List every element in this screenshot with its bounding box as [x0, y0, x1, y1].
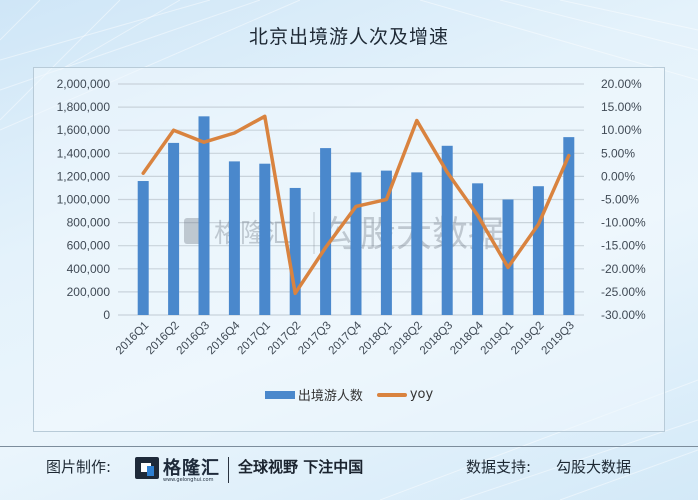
svg-text:格隆汇: 格隆汇 [214, 219, 292, 249]
right-axis-tick: 15.00% [601, 100, 642, 114]
brand-slogan: 全球视野 下注中国 [238, 458, 364, 476]
x-axis-tick: 2019Q1 [479, 320, 516, 357]
left-axis-tick: 800,000 [67, 216, 111, 230]
legend-bar-label: 出境游人数 [297, 389, 363, 404]
x-axis-tick: 2019Q2 [509, 320, 546, 357]
left-axis-tick: 1,800,000 [57, 100, 111, 114]
bar-series [137, 116, 575, 316]
brand-logo-icon [135, 457, 159, 479]
left-axis-tick: 400,000 [67, 262, 111, 276]
legend-item-bar[interactable]: 出境游人数 [264, 385, 363, 404]
left-axis-tick: 200,000 [67, 285, 111, 299]
footer-separator [228, 457, 229, 483]
left-axis-tick: 1,400,000 [57, 146, 111, 160]
footer-divider [0, 446, 698, 447]
right-axis-tick: -30.00% [601, 308, 646, 322]
bar-swatch-icon [264, 390, 295, 399]
right-axis-tick: -25.00% [601, 285, 646, 299]
brand-name: 格隆汇 [163, 458, 220, 479]
bar-2017Q4[interactable] [350, 172, 362, 315]
x-axis-tick: 2017Q2 [266, 320, 303, 357]
line-swatch-icon [376, 392, 407, 397]
right-axis-tick: -20.00% [601, 262, 646, 276]
yoy-line[interactable] [141, 114, 571, 296]
right-axis-tick: 10.00% [601, 123, 642, 137]
x-axis-tick: 2018Q2 [387, 320, 424, 357]
bar-2016Q2[interactable] [168, 142, 180, 315]
bar-2017Q1[interactable] [259, 163, 271, 315]
right-axis-tick: 0.00% [601, 169, 635, 183]
bar-2018Q3[interactable] [441, 145, 453, 315]
source-label: 数据支持: [466, 458, 532, 476]
right-axis-tick: 20.00% [601, 77, 642, 91]
source-value: 勾股大数据 [556, 458, 632, 476]
x-axis: 2016Q12016Q22016Q32016Q42017Q12017Q22017… [114, 319, 577, 357]
credit-label: 图片制作: [46, 458, 112, 476]
left-axis-tick: 600,000 [67, 239, 111, 253]
bar-2016Q4[interactable] [228, 161, 240, 315]
brand-url: www.gelonghui.com [163, 477, 214, 483]
footer: 图片制作: 格隆汇 www.gelonghui.com 全球视野 下注中国 数据… [0, 447, 698, 500]
chart-title: 北京出境游人次及增速 [248, 26, 449, 48]
left-axis-tick: 0 [103, 308, 110, 322]
right-axis-tick: 5.00% [601, 146, 635, 160]
left-axis-tick: 2,000,000 [57, 77, 111, 91]
bar-2019Q3[interactable] [563, 137, 575, 315]
right-axis-tick: -15.00% [601, 239, 646, 253]
x-axis-tick: 2018Q3 [418, 320, 455, 357]
x-axis-tick: 2019Q3 [539, 320, 576, 357]
x-axis-tick: 2018Q1 [357, 320, 394, 357]
bar-2018Q1[interactable] [380, 170, 392, 315]
bar-2019Q2[interactable] [532, 186, 544, 315]
bar-2018Q4[interactable] [472, 183, 484, 315]
legend-item-line[interactable]: yoy [376, 387, 434, 402]
bar-2017Q3[interactable] [320, 148, 332, 315]
legend-line-label: yoy [409, 387, 434, 402]
x-axis-tick: 2016Q3 [175, 320, 212, 357]
bar-2016Q3[interactable] [198, 116, 210, 315]
x-axis-tick: 2017Q3 [296, 320, 333, 357]
legend: 出境游人数 yoy [0, 385, 698, 404]
left-axis-tick: 1,000,000 [57, 193, 111, 207]
bar-2016Q1[interactable] [137, 181, 149, 315]
x-axis-tick: 2017Q1 [235, 320, 272, 357]
x-axis-tick: 2016Q1 [114, 320, 151, 357]
bar-2017Q2[interactable] [289, 187, 301, 315]
bar-2018Q2[interactable] [411, 172, 423, 315]
left-axis-tick: 1,200,000 [57, 169, 111, 183]
right-axis: -30.00% -25.00% -20.00% -15.00% -10.00% -5.00… [601, 77, 646, 322]
left-axis-tick: 1,600,000 [57, 123, 111, 137]
x-axis-tick: 2016Q2 [144, 320, 181, 357]
left-axis: 0 200,000 400,000 600,000 800,000 1,000,000 1,… [57, 77, 111, 322]
bar-2019Q1[interactable] [502, 199, 514, 316]
line-series [141, 114, 571, 296]
right-axis-tick: -10.00% [601, 216, 646, 230]
right-axis-tick: -5.00% [601, 193, 639, 207]
